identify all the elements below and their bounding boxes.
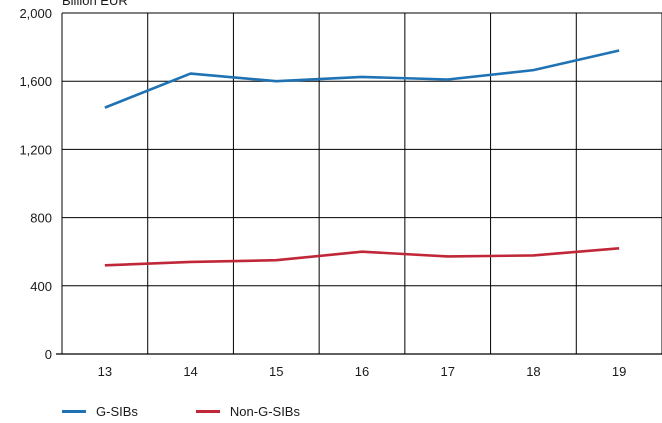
x-tick-label: 18 [526, 364, 540, 379]
y-tick-label: 2,000 [19, 6, 52, 21]
legend-swatch-non-g-sibs [195, 410, 220, 413]
series-line-non-g-sibs [104, 246, 620, 267]
legend-item-g-sibs: G-SIBs [62, 404, 138, 419]
x-tick-label: 16 [355, 364, 369, 379]
y-tick-label: 800 [30, 211, 52, 226]
x-tick-label: 17 [440, 364, 454, 379]
x-tick-label: 19 [612, 364, 626, 379]
y-tick-label: 0 [45, 347, 52, 362]
legend: G-SIBs Non-G-SIBs [62, 404, 358, 419]
y-axis-unit-label: Billion EUR [62, 0, 128, 8]
y-tick-label: 1,200 [19, 142, 52, 157]
y-tick-label: 1,600 [19, 74, 52, 89]
legend-label-g-sibs: G-SIBs [96, 404, 138, 419]
series-line-g-sibs [104, 49, 620, 109]
legend-item-non-g-sibs: Non-G-SIBs [195, 404, 300, 419]
x-tick-label: 15 [269, 364, 283, 379]
x-tick-label: 13 [98, 364, 112, 379]
legend-label-non-g-sibs: Non-G-SIBs [229, 404, 300, 419]
y-tick-label: 400 [30, 279, 52, 294]
legend-swatch-g-sibs [62, 410, 86, 413]
x-tick-label: 14 [183, 364, 197, 379]
